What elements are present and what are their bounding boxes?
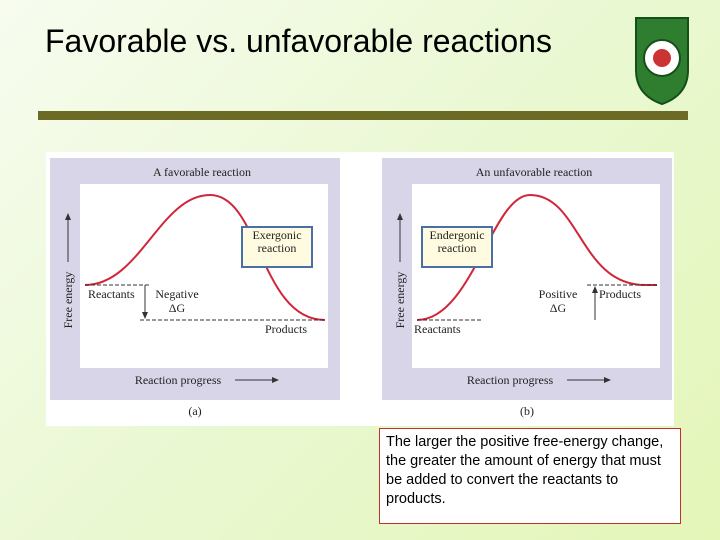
start-label: Reactants	[88, 287, 135, 301]
start-label: Reactants	[414, 322, 461, 336]
panel-title: A favorable reaction	[153, 165, 251, 179]
reaction-box-label: Exergonic reaction	[252, 229, 302, 255]
dg-label: ΔG	[169, 301, 186, 315]
plot-area	[80, 184, 328, 368]
reaction-box	[241, 226, 313, 268]
caption: The larger the positive free-energy chan…	[379, 428, 681, 524]
reaction-box-text: Endergonic reaction	[429, 229, 485, 255]
energy-curve	[416, 193, 657, 321]
x-axis-label: Reaction progress	[467, 373, 554, 387]
end-label: Products	[265, 322, 307, 336]
logo	[635, 17, 689, 106]
dg-sign: Negative	[155, 287, 198, 301]
panel-label: (b)	[520, 404, 534, 418]
dg-label: ΔG	[550, 301, 567, 315]
panel-title: An unfavorable reaction	[476, 165, 593, 179]
panel-label: (a)	[188, 404, 201, 418]
reaction-box-label: Endergonic reaction	[429, 229, 485, 255]
reaction-box-text: Exergonic reaction	[252, 229, 302, 255]
y-axis-label: Free energy	[61, 272, 75, 329]
title-rule	[38, 111, 688, 120]
plot-area	[412, 184, 660, 368]
energy-curve	[84, 193, 326, 321]
x-axis-label: Reaction progress	[135, 373, 222, 387]
dg-sign: Positive	[539, 287, 578, 301]
y-axis-label: Free energy	[393, 272, 407, 329]
end-label: Products	[599, 287, 641, 301]
slide-title: Favorable vs. unfavorable reactions	[45, 23, 552, 59]
reaction-box	[421, 226, 493, 268]
